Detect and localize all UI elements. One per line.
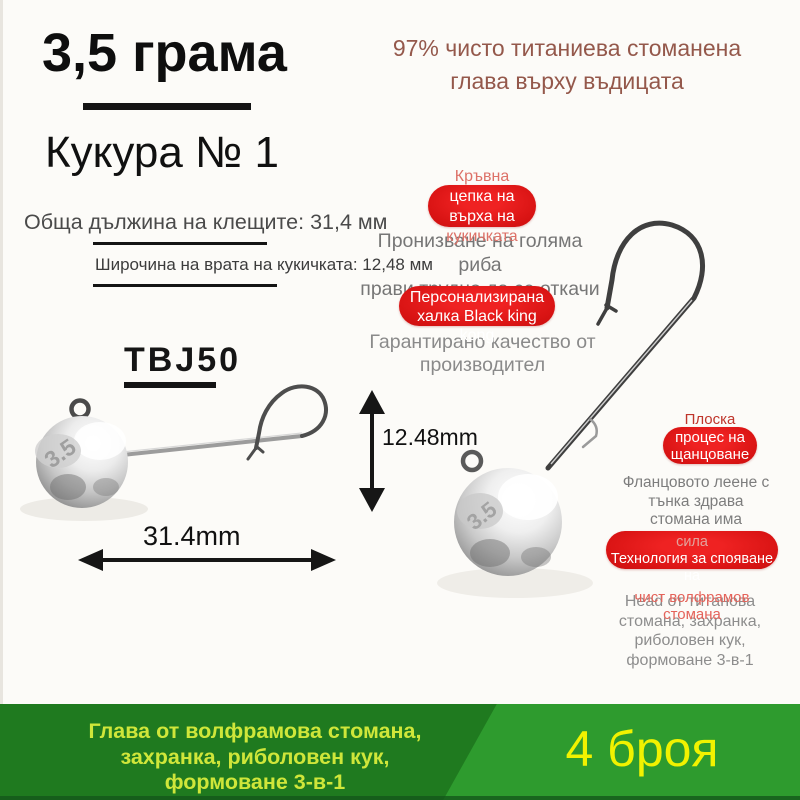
spec-underline-2 — [93, 284, 277, 287]
blood-slot-pill — [428, 185, 536, 227]
blood-slot-line2: цепка на — [449, 188, 515, 205]
left-jig-shank — [121, 434, 303, 457]
tagline-line2: глава върху въдицата — [450, 68, 684, 94]
welding-line2: чист волфрамов стомана — [634, 589, 750, 623]
head3in1-line2: стомана, захранка, — [618, 612, 762, 630]
callout-blood-slot: Кръвна цепка на върха на кукичката — [418, 167, 546, 247]
spec-total-length: Обща дължина на клещите: 31,4 мм — [24, 210, 388, 234]
head3in1-line1: Head от титанова — [624, 593, 756, 610]
callout-welding: сила Технология за спояване на чист волф… — [606, 531, 778, 623]
left-jig-hook-barb — [246, 444, 265, 461]
right-jig-highlight — [498, 474, 558, 520]
right-jig-hook-barb — [596, 303, 618, 326]
height-dimension-label: 12.48mm — [382, 424, 478, 450]
right-jig-eyelet — [460, 449, 484, 473]
right-jig-shadow — [437, 568, 593, 598]
left-jig-hook — [254, 384, 328, 450]
callout-stamping: Плоска процес на щанцоване — [640, 411, 780, 464]
left-jig-stamp-zone — [35, 434, 81, 468]
footer-description: Глава от волфрамова стомана, захранка, р… — [85, 719, 425, 796]
left-jig-shank-edge — [121, 432, 303, 453]
callout-ring: Персонализирана халка Black king kong — [399, 286, 555, 345]
height-dimension-arrow — [359, 390, 385, 512]
stamping-line2: процес на — [675, 428, 745, 446]
footer-desc-line3: формоване 3-в-1 — [164, 770, 346, 794]
weight-underline — [83, 103, 251, 110]
callout-head-3in1: Head от титанова стомана, захранка, рибо… — [600, 592, 780, 670]
width-dimension-arrow — [78, 549, 336, 571]
flange-line2: тънка здрава — [648, 492, 744, 510]
head3in1-line3: риболовен кук, — [634, 632, 746, 649]
left-edge-line — [0, 0, 3, 704]
right-jig-reflection1 — [470, 539, 510, 567]
ring-line1: Персонализирана — [409, 289, 545, 306]
ring-pill — [399, 286, 555, 326]
tagline: 97% чисто титаниева стоманена глава върх… — [372, 32, 762, 98]
left-jig-shadow — [20, 497, 148, 521]
flange-line1: Фланцовото леене с — [622, 474, 770, 491]
footer-bottom-strip — [0, 796, 800, 800]
flange-line3: стомана има — [650, 511, 742, 528]
spec-neck-width: Широчина на врата на кукичката: 12,48 мм — [95, 255, 433, 274]
footer-desc-line1: Глава от волфрамова стомана, — [88, 719, 422, 743]
left-jig-eyelet — [69, 398, 91, 420]
spec-underline-1 — [93, 242, 267, 245]
stamping-pill — [663, 427, 757, 464]
blood-slot-line3: върха на — [449, 208, 515, 225]
right-jig-hook — [545, 220, 706, 471]
pierce-line1: Пронизване на голяма риба — [377, 230, 583, 276]
welding-pill — [606, 531, 778, 569]
right-jig-wire-keeper — [581, 417, 598, 449]
stamping-line1: Плоска — [684, 411, 736, 428]
left-jig-reflection1 — [50, 474, 86, 500]
welding-line1: Технология за спояване на — [610, 551, 774, 584]
model-label: TBJ50 — [124, 341, 242, 379]
blood-slot-line1: Кръвна — [454, 168, 510, 185]
head3in1-line4: формоване 3-в-1 — [626, 651, 754, 669]
footer-left-panel — [0, 704, 497, 800]
right-jig-stamp-zone — [457, 493, 503, 529]
footer-quantity: 4 броя — [565, 721, 719, 777]
right-jig-shank-highlight — [550, 299, 693, 465]
left-jig-reflection2 — [93, 478, 119, 496]
width-dimension-label: 31.4mm — [143, 521, 241, 551]
right-jig-image: 3.5 — [437, 220, 706, 598]
tagline-line1: 97% чисто титаниева стоманена — [392, 35, 742, 61]
left-jig-image: 3.5 — [20, 384, 328, 521]
left-jig-highlight — [74, 422, 126, 460]
footer-banner: Глава от волфрамова стомана, захранка, р… — [0, 704, 800, 800]
callout-quality: Гарантирано качество от производител — [369, 331, 596, 376]
welding-overlap-word: сила — [676, 534, 708, 550]
model-underline — [124, 382, 216, 388]
blood-slot-line4: кукичката — [446, 228, 518, 245]
right-jig-reflection2 — [521, 547, 551, 567]
weight-title: 3,5 грама — [42, 23, 287, 83]
stamping-line3: щанцоване — [670, 446, 750, 463]
hook-size-title: Кукура № 1 — [45, 128, 279, 177]
ring-line2: халка Black king kong — [417, 308, 537, 344]
footer-desc-line2: захранка, риболовен кук, — [120, 744, 390, 769]
